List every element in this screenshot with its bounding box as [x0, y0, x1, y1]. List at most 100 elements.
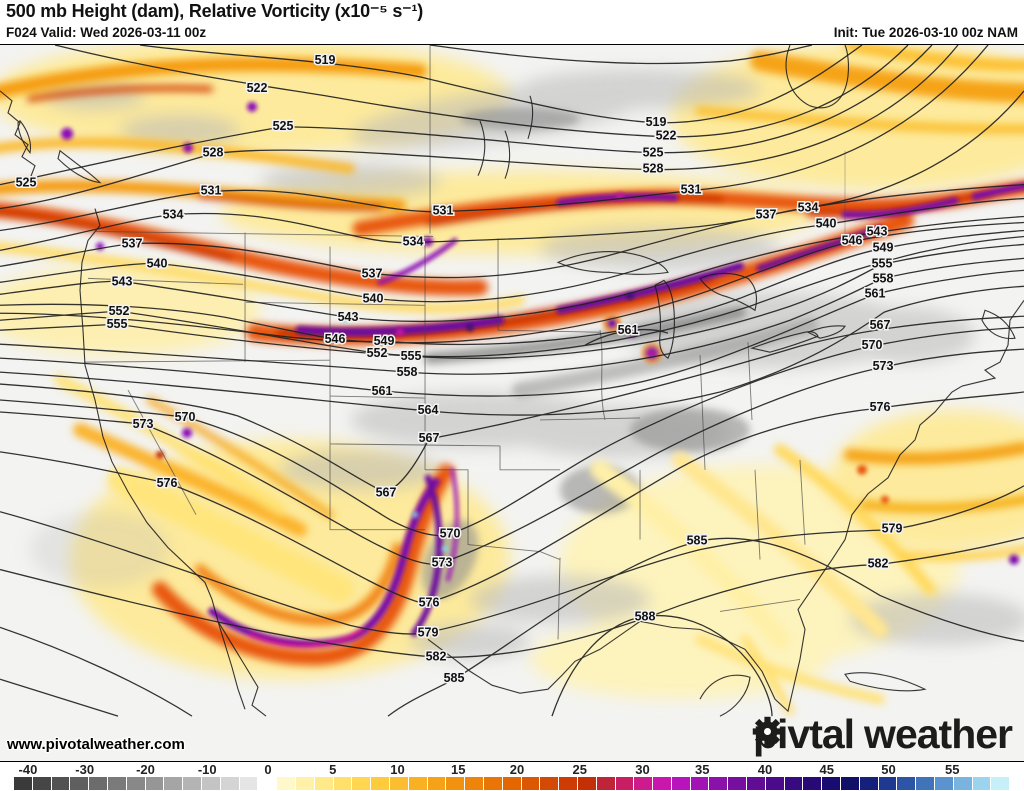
- vorticity-shading: [0, 45, 1024, 716]
- colorbar-tick-label: 20: [509, 762, 525, 777]
- colorbar-tick-label: 35: [695, 762, 710, 777]
- contour-label: 552: [109, 304, 130, 318]
- colorbar-cell: [446, 777, 466, 790]
- contour-label: 531: [681, 183, 702, 197]
- colorbar-cell: [878, 777, 898, 790]
- colorbar-cell: [540, 777, 560, 790]
- contour-label: 540: [363, 291, 384, 305]
- colorbar-tick-label: 55: [944, 762, 960, 777]
- colorbar-tick-label: 0: [264, 762, 272, 777]
- contour-label: 567: [376, 486, 397, 500]
- colorbar-cell: [615, 777, 635, 790]
- contour-label: 576: [419, 595, 440, 609]
- colorbar-cell: [164, 777, 184, 790]
- colorbar-tick-label: -30: [75, 762, 95, 777]
- contour-label: 528: [643, 162, 664, 176]
- contour-label: 588: [635, 609, 656, 623]
- contour-label: 549: [873, 240, 894, 254]
- colorbar-cell: [145, 777, 165, 790]
- colorbar-cell: [465, 777, 484, 790]
- colorbar-cell: [483, 777, 503, 790]
- colorbar-tick-label: 25: [572, 762, 587, 777]
- contour-label: 585: [687, 534, 708, 548]
- contour-label: 543: [867, 224, 888, 238]
- logo-text-tal: tal: [809, 711, 855, 757]
- colorbar-cell: [935, 777, 954, 790]
- contour-label: 546: [325, 332, 346, 346]
- colorbar-cell: [803, 777, 823, 790]
- colorbar-cell: [822, 777, 842, 790]
- contour-label: 537: [756, 208, 777, 222]
- contour-label: 558: [397, 365, 418, 379]
- colorbar-cell: [991, 777, 1011, 790]
- colorbar-cell: [521, 777, 541, 790]
- colorbar-cell: [577, 777, 597, 790]
- contour-label: 561: [865, 286, 886, 300]
- colorbar: -40 -30 -20 -10 0 5 10 15 20 25 30 35 40 45 50 55: [0, 762, 1024, 791]
- contour-label: 525: [273, 119, 294, 133]
- colorbar-cell: [32, 777, 52, 790]
- colorbar-cell: [728, 777, 748, 790]
- colorbar-tick-label: 45: [819, 762, 834, 777]
- colorbar-cell: [690, 777, 710, 790]
- colorbar-cell: [352, 777, 372, 790]
- contour-label: 561: [618, 323, 639, 337]
- colorbar-cell: [596, 777, 616, 790]
- contour-label: 576: [870, 400, 891, 414]
- contour-label: 564: [418, 403, 439, 417]
- contour-label: 552: [367, 346, 388, 360]
- map-canvas: 519 519 522 522 525 525 525 528 528 531 531 531 534 5…: [0, 44, 1024, 762]
- colorbar-cell: [859, 777, 879, 790]
- colorbar-cell: [371, 777, 390, 790]
- colorbar-cell: [897, 777, 917, 790]
- contour-label: 540: [816, 217, 837, 231]
- contour-label: 534: [163, 208, 184, 222]
- colorbar-cell: [972, 777, 992, 790]
- model-init-label: Init: Tue 2026-03-10 00z NAM: [833, 25, 1018, 40]
- colorbar-tick-labels: -40 -30 -20 -10 0 5 10 15 20 25 30 35 40 45 50 55: [0, 762, 1024, 777]
- contour-label: 531: [433, 204, 454, 218]
- colorbar-cell: [239, 777, 259, 790]
- colorbar-tick-label: 50: [881, 762, 896, 777]
- colorbar-cell: [653, 777, 672, 790]
- colorbar-tick-label: -20: [136, 762, 155, 777]
- colorbar-tick-label: 15: [450, 762, 466, 777]
- colorbar-cell: [709, 777, 729, 790]
- header: 500 mb Height (dam), Relative Vorticity …: [0, 0, 1024, 44]
- contour-label: 522: [656, 129, 677, 143]
- colorbar-cell: [126, 777, 146, 790]
- map-svg: 5195195225225255255255285285315315315345…: [0, 45, 1024, 761]
- colorbar-cell: [107, 777, 127, 790]
- colorbar-cell: [89, 777, 108, 790]
- colorbar-cell: [389, 777, 409, 790]
- contour-label: 573: [873, 359, 894, 373]
- contour-label: 558: [873, 271, 894, 285]
- contour-label: 525: [16, 176, 37, 190]
- contour-label: 576: [157, 476, 178, 490]
- colorbar-cell: [953, 777, 973, 790]
- contour-label: 519: [646, 115, 667, 129]
- colorbar-cell: [333, 777, 353, 790]
- colorbar-tick-label: 40: [757, 762, 773, 777]
- contour-label: 549: [374, 334, 395, 348]
- colorbar-cell: [634, 777, 654, 790]
- colorbar-cell: [201, 777, 221, 790]
- contour-label: 579: [882, 522, 903, 536]
- colorbar-tick-label: 5: [329, 762, 337, 777]
- contour-label: 537: [122, 236, 143, 250]
- contour-label: 567: [419, 431, 440, 445]
- colorbar-cell: [220, 777, 240, 790]
- contour-label: 555: [107, 317, 128, 331]
- contour-label: 534: [798, 201, 819, 215]
- contour-label: 537: [362, 266, 383, 280]
- contour-label: 555: [872, 256, 893, 270]
- contour-label: 522: [247, 81, 268, 95]
- colorbar-tick-label: -40: [18, 762, 38, 777]
- contour-label: 519: [315, 53, 336, 67]
- contour-label: 540: [147, 256, 168, 270]
- contour-labels: 5195195225225255255255285285315315315345…: [14, 51, 904, 686]
- watermark: www.pivotalweather.com: [7, 736, 185, 753]
- contour-label: 561: [372, 384, 393, 398]
- colorbar-cell: [70, 777, 90, 790]
